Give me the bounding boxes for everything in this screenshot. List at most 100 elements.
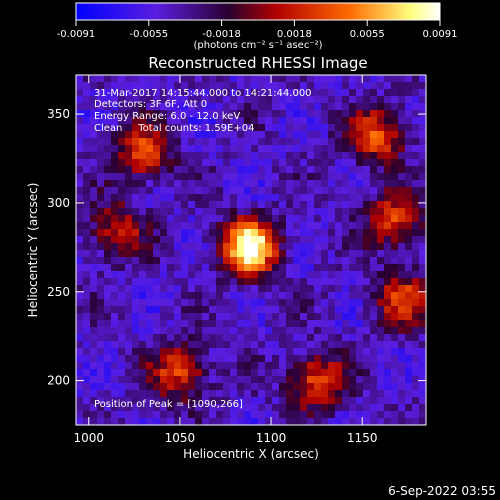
heatmap-cell (384, 110, 392, 118)
heatmap-cell (237, 348, 245, 356)
heatmap-cell (97, 89, 105, 97)
heatmap-cell (363, 124, 371, 132)
heatmap-cell (307, 334, 315, 342)
heatmap-cell (223, 180, 231, 188)
heatmap-cell (209, 236, 217, 244)
heatmap-cell (335, 82, 343, 90)
heatmap-cell (356, 75, 364, 83)
heatmap-cell (160, 355, 168, 363)
heatmap-cell (328, 264, 336, 272)
heatmap-cell (167, 411, 175, 419)
colorbar-tick-label: 0.0018 (277, 29, 312, 40)
heatmap-cell (286, 299, 294, 307)
heatmap-cell (230, 271, 238, 279)
heatmap-cell (83, 173, 91, 181)
heatmap-cell (384, 117, 392, 125)
heatmap-cell (139, 222, 147, 230)
heatmap-cell (90, 110, 98, 118)
heatmap-cell (251, 334, 259, 342)
heatmap-cell (97, 348, 105, 356)
heatmap-cell (97, 250, 105, 258)
heatmap-cell (384, 75, 392, 83)
heatmap-cell (349, 187, 357, 195)
heatmap-cell (342, 152, 350, 160)
heatmap-cell (97, 110, 105, 118)
heatmap-cell (370, 173, 378, 181)
heatmap-cell (251, 418, 259, 426)
heatmap-cell (405, 250, 413, 258)
heatmap-cell (272, 362, 280, 370)
heatmap-cell (188, 187, 196, 195)
heatmap-cell (265, 264, 273, 272)
heatmap-cell (244, 292, 252, 300)
heatmap-cell (223, 201, 231, 209)
heatmap-cell (97, 75, 105, 83)
heatmap-cell (251, 236, 259, 244)
heatmap-cell (342, 404, 350, 412)
heatmap-cell (391, 404, 399, 412)
heatmap-cell (104, 390, 112, 398)
heatmap-cell (391, 110, 399, 118)
heatmap-cell (265, 243, 273, 251)
heatmap-cell (118, 355, 126, 363)
heatmap-cell (188, 117, 196, 125)
heatmap-cell (335, 278, 343, 286)
heatmap-cell (265, 75, 273, 83)
heatmap-cell (181, 215, 189, 223)
heatmap-cell (300, 145, 308, 153)
heatmap-cell (83, 376, 91, 384)
heatmap-cell (342, 383, 350, 391)
heatmap-cell (286, 390, 294, 398)
heatmap-cell (272, 278, 280, 286)
heatmap-cell (349, 131, 357, 139)
heatmap-cell (223, 278, 231, 286)
heatmap-cell (279, 257, 287, 265)
heatmap-cell (209, 271, 217, 279)
heatmap-cell (230, 145, 238, 153)
heatmap-cell (272, 376, 280, 384)
heatmap-cell (195, 278, 203, 286)
heatmap-cell (83, 369, 91, 377)
heatmap-cell (209, 145, 217, 153)
heatmap-cell (412, 236, 420, 244)
heatmap-cell (258, 271, 266, 279)
heatmap-cell (230, 285, 238, 293)
heatmap-cell (237, 299, 245, 307)
heatmap-cell (300, 229, 308, 237)
heatmap-cell (405, 327, 413, 335)
heatmap-cell (272, 138, 280, 146)
heatmap-cell (272, 180, 280, 188)
heatmap-cell (244, 411, 252, 419)
heatmap-cell (265, 187, 273, 195)
heatmap-cell (76, 82, 84, 90)
heatmap-cell (244, 327, 252, 335)
heatmap-cell (314, 180, 322, 188)
heatmap-cell (363, 348, 371, 356)
heatmap-cell (272, 82, 280, 90)
heatmap-cell (398, 257, 406, 265)
heatmap-cell (76, 89, 84, 97)
heatmap-cell (286, 166, 294, 174)
heatmap-cell (405, 404, 413, 412)
heatmap-cell (342, 194, 350, 202)
heatmap-cell (118, 187, 126, 195)
heatmap-cell (265, 89, 273, 97)
heatmap-cell (307, 110, 315, 118)
heatmap-cell (111, 222, 119, 230)
heatmap-cell (251, 229, 259, 237)
heatmap-cell (118, 418, 126, 426)
heatmap-cell (209, 159, 217, 167)
heatmap-cell (153, 292, 161, 300)
heatmap-cell (279, 236, 287, 244)
heatmap-cell (90, 320, 98, 328)
heatmap-cell (335, 250, 343, 258)
heatmap-cell (258, 313, 266, 321)
heatmap-cell (300, 355, 308, 363)
heatmap-cell (118, 327, 126, 335)
heatmap-cell (153, 285, 161, 293)
heatmap-cell (356, 173, 364, 181)
heatmap-cell (146, 376, 154, 384)
heatmap-cell (160, 257, 168, 265)
heatmap-cell (293, 103, 301, 111)
heatmap-cell (195, 215, 203, 223)
